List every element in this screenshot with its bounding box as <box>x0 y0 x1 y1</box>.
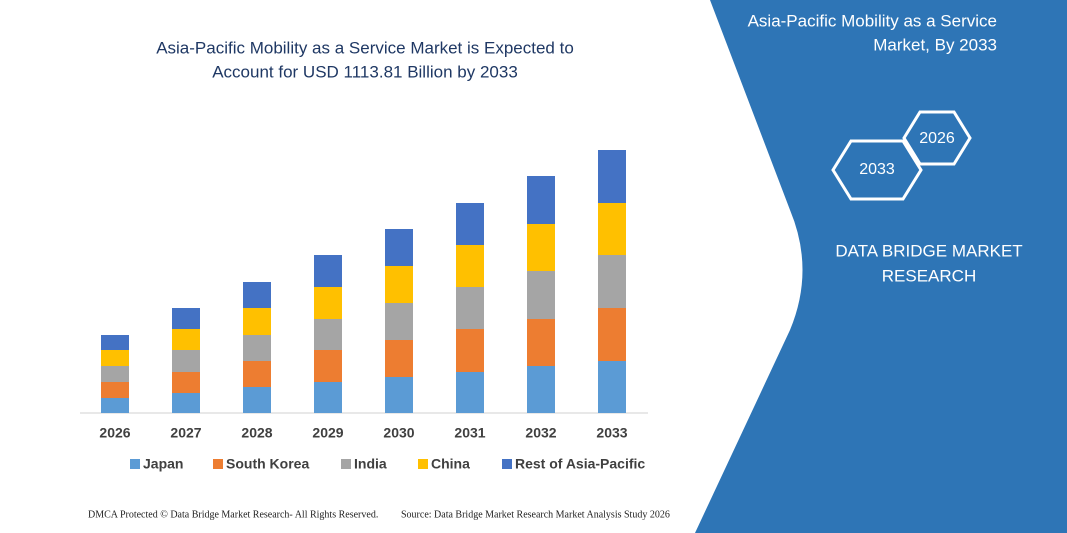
bar-segment <box>101 366 129 382</box>
bar-segment <box>385 303 413 340</box>
bar-segment <box>456 203 484 245</box>
bar-segment <box>101 398 129 413</box>
legend-swatch <box>130 459 140 469</box>
x-tick-label: 2026 <box>99 425 130 441</box>
legend-label: South Korea <box>226 456 309 472</box>
hexagon-label: 2026 <box>919 130 955 147</box>
x-tick-label: 2027 <box>170 425 201 441</box>
bar-segment <box>101 335 129 350</box>
legend-swatch <box>341 459 351 469</box>
chart-title: Asia-Pacific Mobility as a Service Marke… <box>156 38 574 57</box>
bar-segment <box>598 255 626 308</box>
bar-segment <box>385 340 413 377</box>
legend-label: India <box>354 456 387 472</box>
brand: RESEARCH <box>882 266 976 285</box>
footer-right: Source: Data Bridge Market Research Mark… <box>401 509 670 520</box>
legend-label: China <box>431 456 470 472</box>
panel-title: Asia-Pacific Mobility as a Service <box>748 11 997 30</box>
bar-segment <box>527 224 555 271</box>
legend-label: Japan <box>143 456 183 472</box>
x-tick-label: 2033 <box>596 425 627 441</box>
bar-segment <box>243 335 271 361</box>
bar-segment <box>172 393 200 413</box>
bar-segment <box>598 361 626 413</box>
x-tick-label: 2028 <box>241 425 272 441</box>
bar-segment <box>456 329 484 372</box>
bar-segment <box>527 176 555 224</box>
bar-segment <box>385 266 413 303</box>
bar-segment <box>527 271 555 319</box>
hexagon <box>902 110 972 166</box>
bar-segment <box>527 366 555 413</box>
bar-segment <box>314 350 342 382</box>
hexagon-label: 2033 <box>859 161 895 178</box>
bar-segment <box>314 319 342 350</box>
bar-segment <box>314 287 342 319</box>
bar-segment <box>527 319 555 366</box>
legend-swatch <box>502 459 512 469</box>
bar-segment <box>456 245 484 287</box>
bar-segment <box>243 308 271 335</box>
bar-segment <box>314 255 342 287</box>
bar-segment <box>456 287 484 329</box>
bar-segment <box>243 361 271 387</box>
hexagon <box>831 139 923 201</box>
bar-segment <box>598 203 626 255</box>
bar-segment <box>598 150 626 203</box>
bar-segment <box>598 308 626 361</box>
bar-segment <box>456 372 484 413</box>
bar-segment <box>172 329 200 350</box>
bar-segment <box>101 382 129 398</box>
bar-segment <box>314 382 342 413</box>
chart-title: Account for USD 1113.81 Billion by 2033 <box>212 62 518 81</box>
legend-swatch <box>418 459 428 469</box>
legend-swatch <box>213 459 223 469</box>
x-tick-label: 2029 <box>312 425 343 441</box>
bar-segment <box>243 387 271 413</box>
brand: DATA BRIDGE MARKET <box>835 241 1022 260</box>
panel-title: Market, By 2033 <box>873 35 997 54</box>
side-panel <box>695 0 1067 533</box>
bar-segment <box>101 350 129 366</box>
bar-segment <box>172 372 200 393</box>
bar-segment <box>385 377 413 413</box>
x-tick-label: 2030 <box>383 425 414 441</box>
x-tick-label: 2032 <box>525 425 556 441</box>
footer-left: DMCA Protected © Data Bridge Market Rese… <box>88 509 378 520</box>
bar-segment <box>385 229 413 266</box>
bar-segment <box>243 282 271 308</box>
bar-segment <box>172 350 200 372</box>
legend-label: Rest of Asia-Pacific <box>515 456 645 472</box>
bar-segment <box>172 308 200 329</box>
x-tick-label: 2031 <box>454 425 485 441</box>
